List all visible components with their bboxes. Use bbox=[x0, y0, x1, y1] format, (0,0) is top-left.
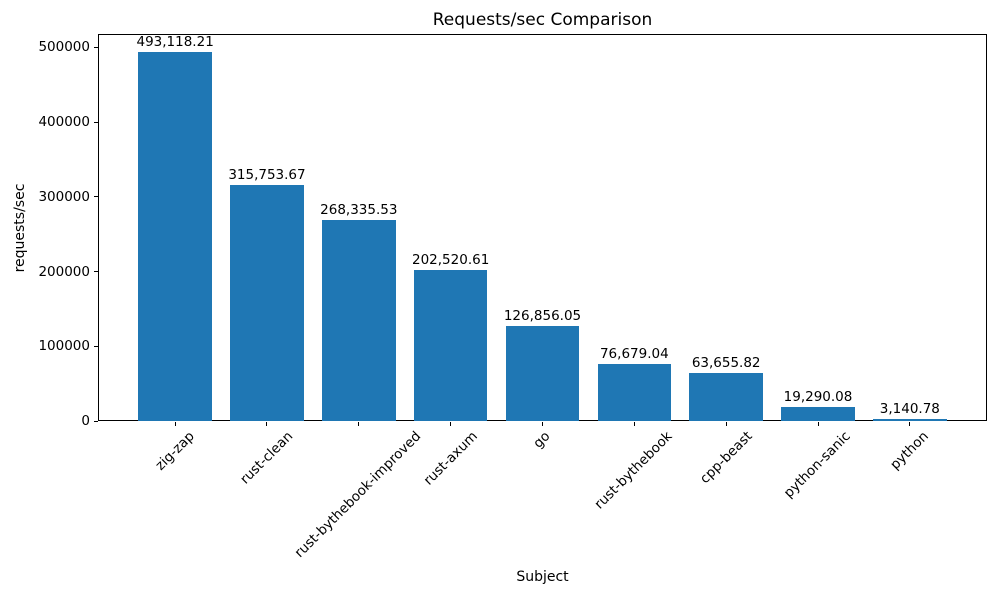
y-tick-label: 0 bbox=[81, 413, 90, 429]
x-tick-mark bbox=[725, 422, 727, 426]
x-tick-label: go bbox=[530, 428, 554, 452]
bar-value-label: 76,679.04 bbox=[599, 345, 669, 362]
bar-value-label: 493,118.21 bbox=[136, 34, 214, 51]
y-axis-label: requests/sec bbox=[12, 183, 28, 273]
bar-value-label: 19,290.08 bbox=[783, 388, 853, 405]
x-tick-mark bbox=[450, 422, 452, 426]
y-tick-mark bbox=[94, 345, 98, 347]
y-tick-mark bbox=[94, 420, 98, 422]
x-tick-mark bbox=[633, 422, 635, 426]
bar-zig-zap bbox=[138, 52, 212, 421]
bar-value-label: 63,655.82 bbox=[691, 355, 761, 372]
chart-title: Requests/sec Comparison bbox=[432, 10, 653, 30]
bar-rust-clean bbox=[230, 184, 304, 421]
bar-python bbox=[873, 418, 947, 421]
x-tick-label: rust-bythebook bbox=[591, 428, 676, 513]
x-tick-mark bbox=[817, 422, 819, 426]
bar-value-label: 315,753.67 bbox=[228, 166, 306, 183]
bar-value-label: 126,856.05 bbox=[503, 308, 582, 325]
bar-cpp-beast bbox=[689, 373, 763, 421]
x-tick-mark bbox=[542, 422, 543, 426]
x-tick-label: zig-zap bbox=[152, 428, 198, 474]
x-tick-mark bbox=[358, 422, 360, 426]
x-tick-label: cpp-beast bbox=[696, 428, 756, 487]
y-tick-mark bbox=[94, 121, 98, 123]
bar-rust-bythebook bbox=[597, 363, 672, 421]
y-tick-mark bbox=[94, 46, 98, 48]
bar-rust-axum bbox=[413, 269, 488, 421]
bar-value-label: 3,140.78 bbox=[879, 400, 940, 417]
x-tick-label: rust-clean bbox=[236, 428, 296, 488]
y-tick-label: 200000 bbox=[38, 263, 90, 280]
x-tick-mark bbox=[266, 422, 268, 426]
x-tick-label: rust-bythebook-improved bbox=[291, 428, 425, 561]
bar-python-sanic bbox=[781, 406, 855, 421]
x-tick-label: python bbox=[887, 428, 932, 474]
bar-value-label: 268,335.53 bbox=[320, 202, 398, 219]
y-tick-label: 100000 bbox=[38, 338, 90, 355]
x-tick-label: python-sanic bbox=[781, 428, 855, 502]
x-tick-label: rust-axum bbox=[420, 428, 481, 489]
bar-rust-bythebook-improved bbox=[322, 220, 396, 421]
bar-value-label: 202,520.61 bbox=[412, 251, 490, 268]
y-tick-mark bbox=[94, 271, 98, 272]
y-tick-label: 400000 bbox=[38, 114, 90, 131]
y-tick-label: 300000 bbox=[38, 188, 90, 205]
x-tick-mark bbox=[909, 422, 911, 426]
x-axis-label: Subject bbox=[516, 569, 569, 585]
bar-go bbox=[505, 326, 580, 421]
y-tick-mark bbox=[94, 196, 98, 198]
y-tick-label: 500000 bbox=[38, 39, 90, 56]
x-tick-mark bbox=[174, 422, 176, 426]
